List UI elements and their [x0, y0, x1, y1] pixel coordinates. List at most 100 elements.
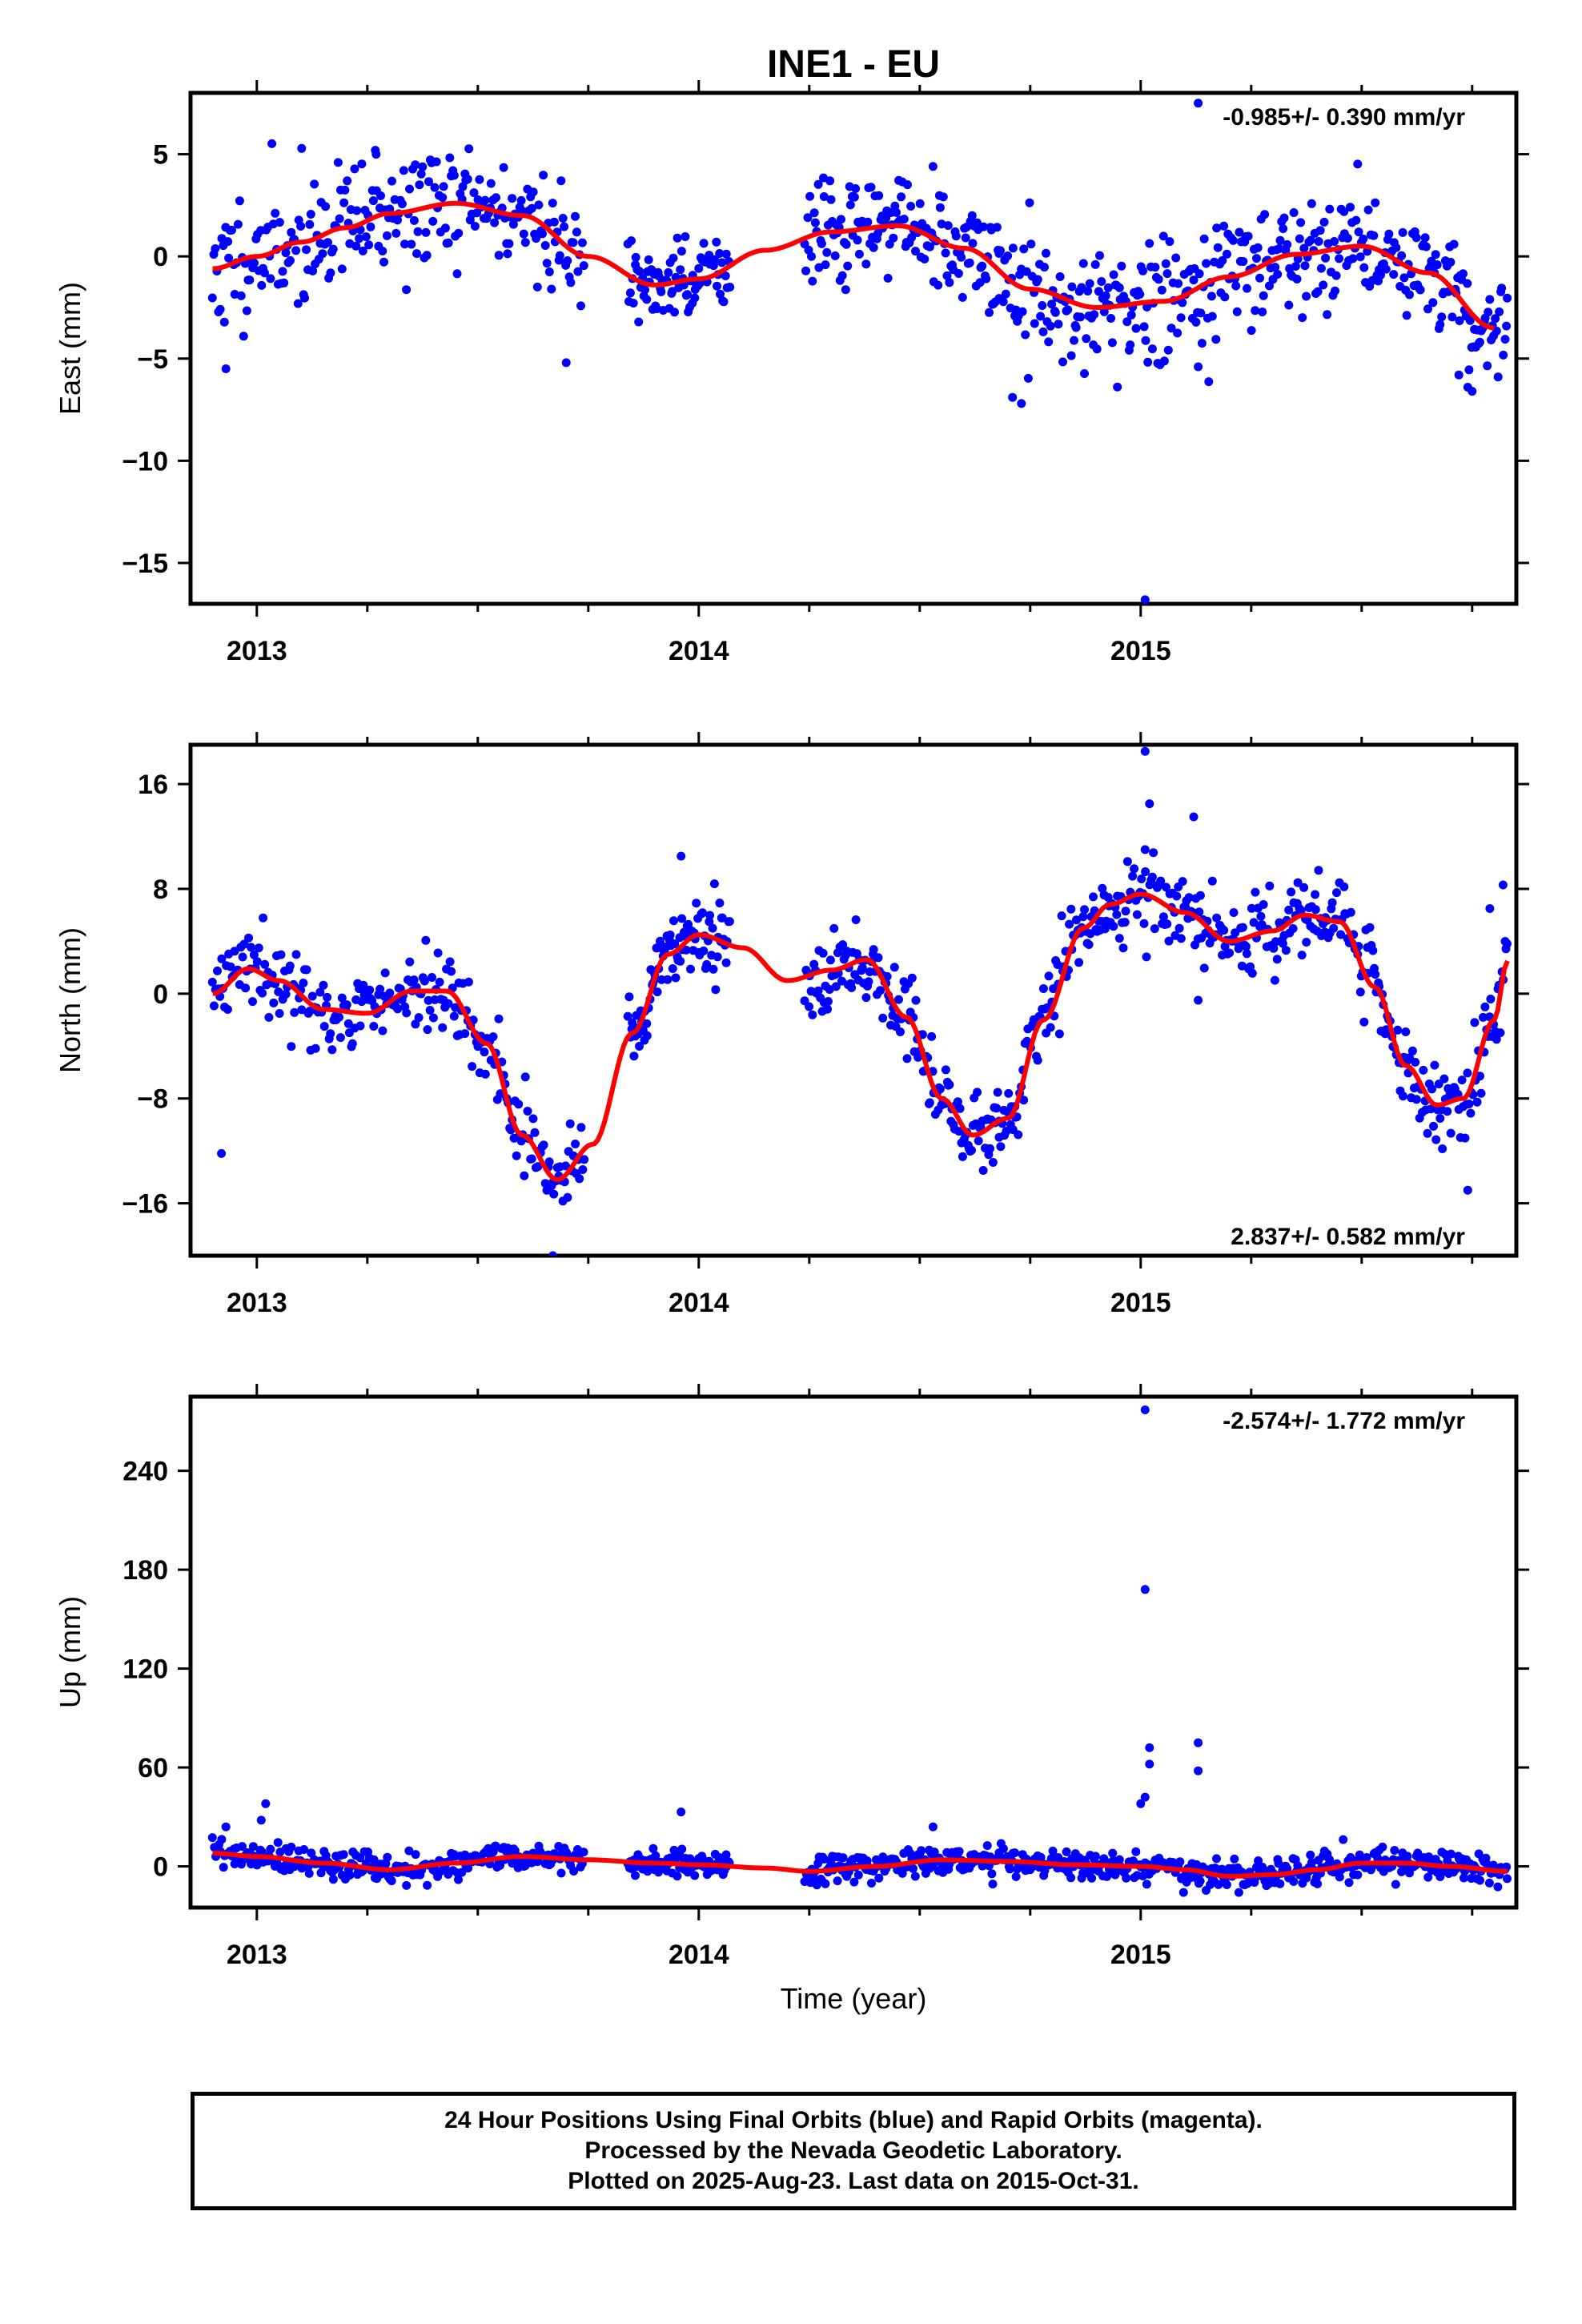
north-data-point	[365, 985, 375, 995]
east-data-point	[416, 169, 426, 179]
north-data-point	[380, 968, 390, 978]
up-data-point	[1373, 1854, 1383, 1863]
north-data-point	[326, 1029, 335, 1039]
east-data-point	[1421, 242, 1431, 251]
up-data-point	[1222, 1880, 1231, 1889]
east-data-point	[961, 233, 970, 243]
north-data-point	[580, 1155, 589, 1164]
east-data-point	[1239, 257, 1248, 266]
north-data-point	[414, 1013, 424, 1023]
east-data-point	[547, 284, 556, 294]
north-data-point	[544, 1157, 554, 1167]
east-data-point	[1150, 263, 1160, 272]
east-data-points	[207, 99, 1512, 604]
up-data-point	[1378, 1842, 1387, 1852]
up-data-point	[1307, 1858, 1316, 1868]
north-data-point	[882, 971, 892, 981]
east-data-point	[556, 176, 566, 186]
east-data-point	[1319, 280, 1328, 290]
north-data-point	[1103, 893, 1113, 902]
north-data-point	[1423, 1128, 1432, 1138]
east-data-point	[1219, 221, 1229, 231]
north-data-point	[876, 986, 885, 995]
east-outlier-point	[371, 150, 381, 159]
north-data-point	[299, 979, 308, 987]
east-data-point	[1154, 275, 1163, 284]
east-data-point	[1449, 239, 1459, 249]
east-data-point	[1353, 159, 1363, 169]
up-data-point	[1254, 1856, 1263, 1865]
east-plot-frame	[188, 90, 1519, 606]
north-data-point	[974, 1136, 983, 1146]
north-data-point	[385, 988, 395, 998]
east-data-point	[683, 290, 692, 300]
up-data-point	[631, 1871, 640, 1880]
east-data-point	[560, 222, 569, 231]
east-data-point	[573, 267, 583, 276]
north-data-point	[818, 948, 828, 958]
east-data-point	[1166, 324, 1176, 333]
footer-line-3: Plotted on 2025-Aug-23. Last data on 201…	[568, 2168, 1139, 2194]
east-data-point	[542, 259, 552, 268]
north-data-point	[445, 957, 455, 967]
north-data-point	[1219, 926, 1229, 935]
east-data-point	[572, 227, 581, 237]
east-data-point	[1348, 254, 1358, 263]
north-data-point	[449, 1011, 459, 1021]
east-data-point	[407, 239, 416, 249]
east-data-point	[449, 171, 459, 180]
east-data-point	[1359, 234, 1368, 243]
north-ytick-label: −16	[122, 1189, 168, 1220]
north-data-point	[988, 1158, 998, 1167]
east-data-point	[934, 280, 943, 290]
east-data-point	[821, 260, 830, 270]
east-data-point	[1279, 213, 1289, 223]
north-data-points	[207, 746, 1512, 1256]
east-data-point	[1126, 310, 1136, 320]
east-data-point	[690, 293, 700, 303]
east-data-point	[310, 179, 319, 189]
north-data-point	[1435, 1114, 1445, 1123]
up-data-point	[1234, 1888, 1243, 1897]
up-outlier-point	[261, 1799, 271, 1808]
east-data-point	[1139, 322, 1149, 332]
east-data-point	[810, 218, 820, 227]
east-data-point	[409, 215, 419, 225]
up-data-point	[821, 1879, 830, 1888]
east-data-point	[1446, 257, 1456, 267]
east-data-point	[1036, 312, 1046, 321]
north-data-point	[705, 917, 714, 927]
north-data-point	[1296, 906, 1306, 915]
east-data-point	[492, 193, 500, 203]
north-data-point	[264, 1012, 274, 1022]
east-data-point	[1141, 336, 1150, 345]
east-data-point	[544, 267, 554, 276]
north-data-point	[907, 973, 917, 983]
east-data-point	[808, 276, 817, 286]
north-data-point	[488, 1032, 498, 1042]
east-data-point	[965, 258, 974, 267]
east-data-point	[528, 187, 538, 197]
east-data-point	[1314, 237, 1323, 246]
up-outlier-point	[1140, 1405, 1150, 1414]
north-data-point	[715, 899, 725, 908]
east-data-point	[1213, 243, 1223, 252]
east-data-point	[807, 251, 816, 261]
north-data-point	[967, 1145, 976, 1155]
east-data-point	[364, 240, 374, 250]
east-data-point	[418, 162, 428, 171]
north-data-point	[1269, 943, 1279, 953]
east-data-point	[628, 299, 638, 308]
east-data-point	[351, 241, 361, 251]
north-data-point	[1486, 995, 1496, 1003]
up-data-point	[1403, 1852, 1412, 1861]
east-outlier-point	[1194, 362, 1203, 372]
east-data-point	[1391, 243, 1401, 252]
north-data-point	[1195, 907, 1204, 917]
up-data-point	[819, 1855, 829, 1864]
east-data-point	[539, 171, 548, 180]
north-data-point	[287, 1042, 296, 1051]
east-data-point	[1247, 326, 1256, 336]
east-data-point	[972, 218, 982, 227]
east-data-point	[1109, 270, 1118, 279]
